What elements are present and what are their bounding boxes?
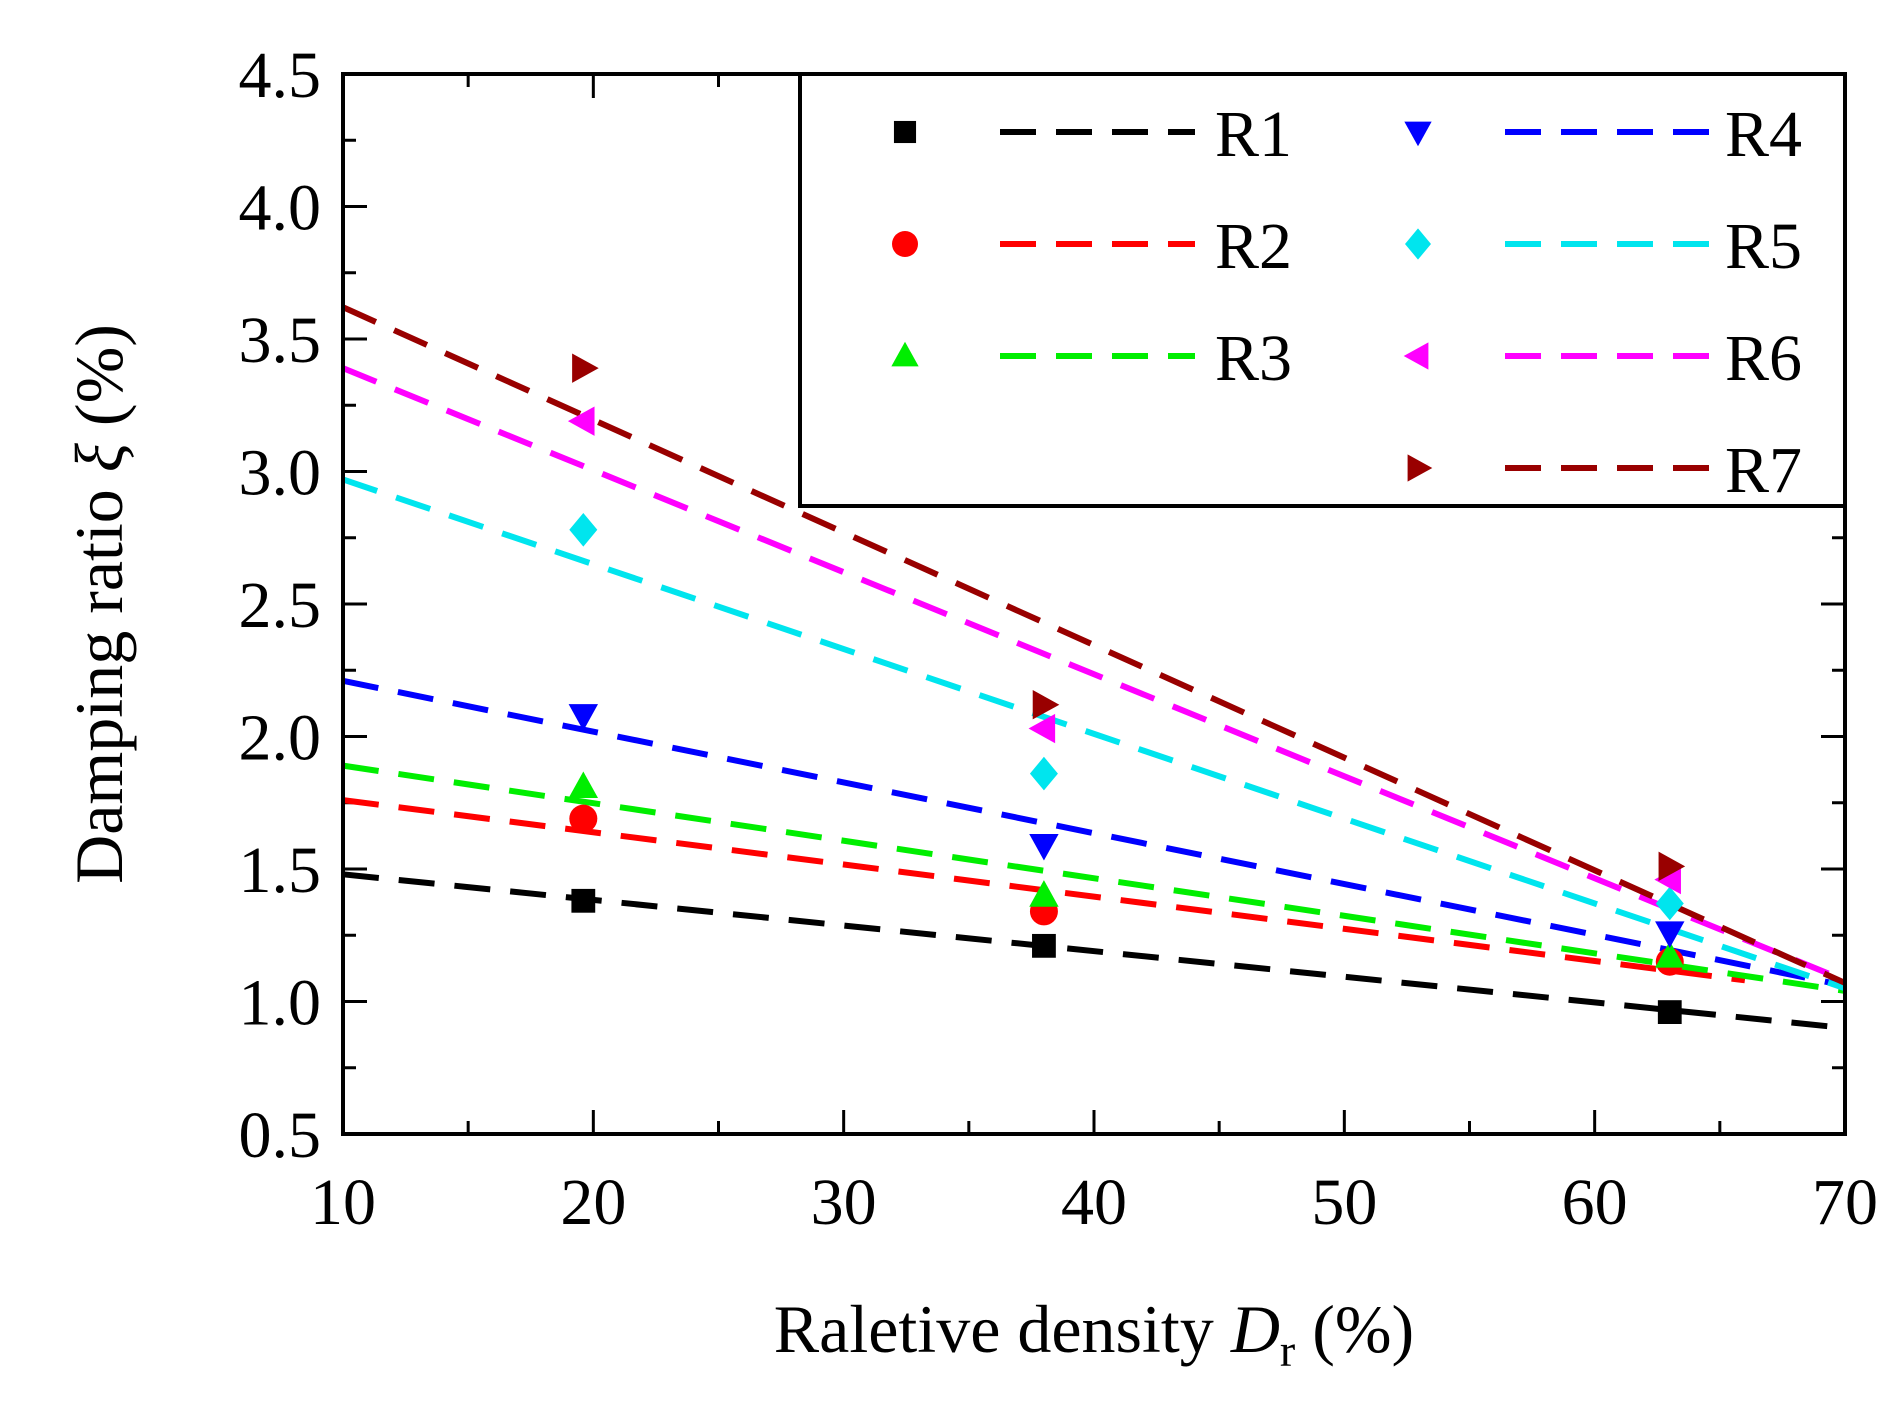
y-axis-title-prefix: Damping ratio [61,472,137,884]
legend-marker-r1 [893,120,917,144]
x-axis-title-symbol: D [1230,1291,1280,1367]
x-tick-label: 60 [1562,1166,1628,1239]
legend-box [798,72,1847,508]
data-markers [567,353,1686,1024]
legend-label-r1: R1 [1215,98,1292,171]
marker-r6 [1028,713,1056,744]
x-axis-title: Raletive density Dr (%) [774,1291,1414,1376]
y-tick-label: 3.5 [239,304,322,377]
marker-r1 [1032,933,1056,958]
y-tick-label: 4.0 [239,172,322,245]
y-tick-label: 2.5 [239,569,322,642]
marker-r7 [1032,690,1060,720]
x-axis-title-prefix: Raletive density [774,1291,1231,1367]
y-axis-title-suffix: (%) [61,324,137,443]
marker-r1 [1657,1000,1682,1024]
y-axis-title: Damping ratio ξ (%) [61,324,137,884]
fit-line-r5 [342,476,1846,992]
y-tick-label: 0.5 [239,1099,322,1172]
marker-r5 [1655,886,1684,921]
legend: R1 R2 R3 R4 R5 R6 R7 [798,72,1847,508]
x-tick-label: 10 [310,1166,376,1239]
marker-r6 [567,406,595,436]
x-axis-title-subscript: r [1280,1325,1295,1376]
y-tick-label: 2.0 [239,702,322,775]
legend-label-r4: R4 [1725,98,1802,171]
marker-r3 [1655,941,1685,968]
legend-marker-r7 [1407,454,1433,482]
x-tick-label: 40 [1061,1166,1127,1239]
fit-line-r7 [341,304,1847,986]
x-tick-label: 20 [560,1166,626,1239]
y-axis-title-symbol: ξ [61,442,137,472]
legend-marker-r5 [1405,228,1431,260]
y-tick-label: 3.0 [239,437,322,510]
marker-r5 [569,513,598,547]
x-tick-label: 50 [1311,1166,1377,1239]
legend-label-r3: R3 [1215,322,1292,395]
marker-r3 [1029,880,1059,907]
x-tick-label: 30 [811,1166,877,1239]
legend-label-r7: R7 [1725,434,1802,507]
marker-r2 [569,804,598,833]
tick-labels: 10 20 30 40 50 60 70 0.5 1.0 1.5 2.0 2.5 3.0 3.5 4.0 4.… [239,39,1879,1239]
y-tick-label: 4.5 [239,39,322,112]
x-axis-title-suffix: (%) [1295,1291,1414,1367]
fit-line-r4 [342,677,1846,989]
x-tick-label: 70 [1812,1166,1878,1239]
fit-line-r3 [342,762,1846,994]
legend-marker-r3 [891,341,919,367]
legend-marker-r4 [1404,121,1432,147]
marker-r4 [1655,921,1685,948]
marker-r3 [568,771,599,799]
marker-r4 [1029,833,1059,861]
marker-r5 [1029,756,1058,791]
legend-marker-r6 [1403,342,1429,370]
marker-r1 [571,888,596,913]
y-tick-label: 1.5 [239,834,322,907]
marker-r7 [572,353,599,383]
marker-r7 [1658,851,1686,882]
marker-r4 [568,704,599,731]
legend-label-r5: R5 [1725,210,1802,283]
fit-line-r6 [341,365,1847,984]
legend-marker-r2 [892,231,918,257]
legend-label-r6: R6 [1725,322,1802,395]
legend-label-r2: R2 [1215,210,1292,283]
y-tick-label: 1.0 [239,967,322,1040]
